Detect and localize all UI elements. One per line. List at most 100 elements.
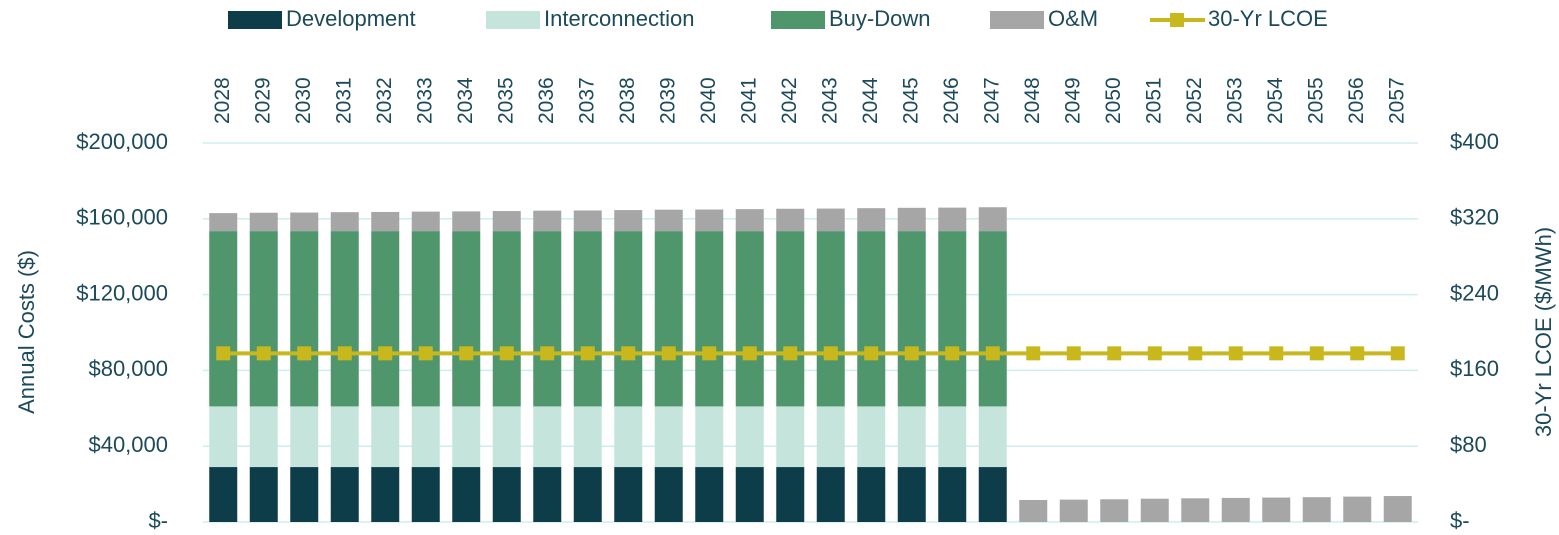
legend-swatch (228, 11, 282, 29)
y-tick-label: $40,000 (88, 432, 168, 457)
bar-segment (735, 467, 764, 522)
bar-segment (938, 231, 967, 407)
line-marker (216, 346, 231, 361)
bar-segment (1181, 498, 1210, 522)
x-tick-label: 2040 (697, 77, 720, 124)
line-marker (580, 346, 595, 361)
x-tick-label: 2033 (413, 77, 436, 124)
y-axis-title: Annual Costs ($) (14, 250, 39, 414)
bar-segment (209, 213, 238, 232)
bar-segment (776, 406, 805, 468)
x-tick-label: 2030 (292, 77, 315, 124)
line-marker (418, 346, 433, 361)
line-marker (1107, 346, 1122, 361)
bar-segment (492, 467, 521, 522)
bar-segment (938, 467, 967, 522)
bar-segment (249, 406, 278, 468)
bar-segment (857, 231, 886, 407)
bar-segment (573, 467, 602, 522)
line-marker (1147, 346, 1162, 361)
x-tick-label: 2048 (1021, 77, 1044, 124)
line-marker (1188, 346, 1203, 361)
bar-segment (1302, 497, 1331, 522)
bar-segment (816, 406, 845, 468)
x-tick-label: 2039 (656, 77, 679, 124)
line-marker (1228, 346, 1243, 361)
bar-segment (654, 231, 683, 407)
bar-segment (330, 467, 359, 522)
x-tick-label: 2035 (494, 77, 517, 124)
x-tick-label: 2046 (940, 77, 963, 124)
line-marker (783, 346, 798, 361)
bar-segment (290, 467, 319, 522)
x-tick-label: 2043 (818, 77, 841, 124)
y-tick-label: $120,000 (76, 280, 168, 305)
bar-segment (330, 231, 359, 407)
bar-segment (533, 467, 562, 522)
bar-segment (978, 406, 1007, 468)
bar-segment (897, 207, 926, 232)
x-tick-label: 2037 (575, 77, 598, 124)
x-tick-label: 2052 (1183, 77, 1206, 124)
bar-segment (411, 211, 440, 232)
x-tick-label: 2028 (211, 77, 234, 124)
bar-segment (249, 467, 278, 522)
x-tick-label: 2055 (1304, 77, 1327, 124)
bar-segment (897, 467, 926, 522)
bar-segment (492, 211, 521, 232)
line-marker (1269, 346, 1284, 361)
line-marker (378, 346, 393, 361)
line-marker (459, 346, 474, 361)
x-tick-label: 2054 (1264, 77, 1287, 124)
x-tick-label: 2042 (778, 77, 801, 124)
line-marker (256, 346, 271, 361)
line-marker (1026, 346, 1041, 361)
x-tick-label: 2051 (1142, 77, 1165, 124)
bar-segment (735, 209, 764, 232)
bar-segment (492, 406, 521, 468)
line-marker (1309, 346, 1324, 361)
bar-segment (1019, 500, 1048, 522)
y2-tick-label: $- (1450, 508, 1470, 533)
x-tick-label: 2049 (1061, 77, 1084, 124)
x-tick-label: 2050 (1102, 77, 1125, 124)
bar-segment (857, 208, 886, 232)
bar-segment (695, 406, 724, 468)
bar-segment (816, 231, 845, 407)
bar-segment (735, 406, 764, 468)
bar-segment (1383, 496, 1412, 522)
y2-axis-title: 30-Yr LCOE ($/MWh) (1531, 227, 1556, 437)
line-marker (297, 346, 312, 361)
bar-segment (978, 207, 1007, 232)
bar-segment (330, 406, 359, 468)
x-tick-label: 2045 (899, 77, 922, 124)
bar-segment (249, 231, 278, 407)
bar-segment (209, 231, 238, 407)
y2-tick-label: $400 (1450, 129, 1499, 154)
y-tick-label: $200,000 (76, 129, 168, 154)
x-tick-label: 2041 (737, 77, 760, 124)
bar-segment (614, 467, 643, 522)
bar-segment (492, 231, 521, 407)
line-marker (985, 346, 1000, 361)
bar-segment (1100, 499, 1129, 522)
bar-segment (573, 210, 602, 232)
bar-segment (533, 231, 562, 407)
line-marker (540, 346, 555, 361)
line-marker (742, 346, 757, 361)
bar-segment (938, 406, 967, 468)
line-marker (1350, 346, 1365, 361)
bar-segment (695, 209, 724, 232)
bar-segment (411, 467, 440, 522)
bar-segment (654, 406, 683, 468)
bar-segment (978, 231, 1007, 407)
bar-segment (735, 231, 764, 407)
x-tick-label: 2034 (454, 77, 477, 124)
bar-segment (614, 231, 643, 407)
y2-tick-label: $160 (1450, 356, 1499, 381)
line-marker (1390, 346, 1405, 361)
bar-segment (411, 231, 440, 407)
bar-segment (371, 467, 400, 522)
legend-swatch (771, 11, 825, 29)
